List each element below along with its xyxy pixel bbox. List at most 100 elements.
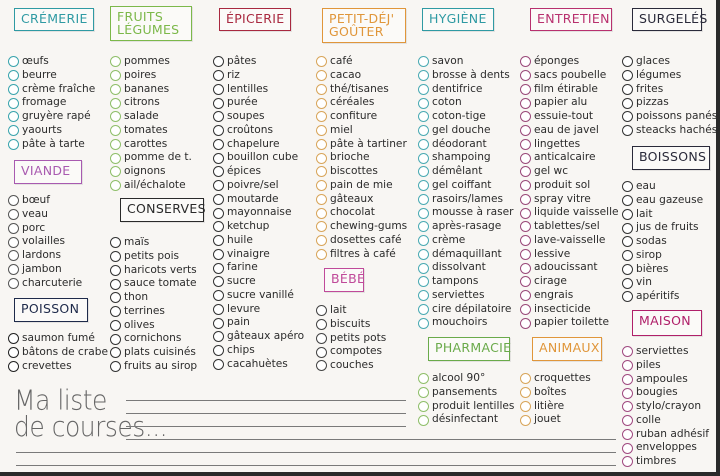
- list-item[interactable]: gruyère rapé: [8, 110, 95, 124]
- checkbox-circle-icon[interactable]: [418, 221, 429, 233]
- checkbox-circle-icon[interactable]: [213, 180, 224, 192]
- list-item[interactable]: cacao: [316, 69, 407, 83]
- list-item[interactable]: porc: [8, 222, 82, 236]
- list-item[interactable]: purée: [213, 96, 304, 110]
- list-item[interactable]: couches: [316, 359, 386, 373]
- checkbox-circle-icon[interactable]: [622, 442, 633, 454]
- checkbox-circle-icon[interactable]: [622, 236, 633, 248]
- list-item[interactable]: haricots verts: [110, 264, 197, 278]
- list-item[interactable]: sucre vanillé: [213, 289, 304, 303]
- list-item[interactable]: pâtes: [213, 55, 304, 69]
- checkbox-circle-icon[interactable]: [520, 180, 531, 192]
- list-item[interactable]: crème: [418, 234, 514, 248]
- list-item[interactable]: oignons: [110, 165, 192, 179]
- list-item[interactable]: tablettes/sel: [520, 220, 619, 234]
- list-item[interactable]: tomates: [110, 124, 192, 138]
- checkbox-circle-icon[interactable]: [213, 207, 224, 219]
- checkbox-circle-icon[interactable]: [520, 248, 531, 260]
- list-item[interactable]: café: [316, 55, 407, 69]
- list-item[interactable]: bâtons de crabe: [8, 346, 108, 360]
- list-item[interactable]: salade: [110, 110, 192, 124]
- list-item[interactable]: jus de fruits: [622, 221, 703, 235]
- list-item[interactable]: piles: [622, 359, 709, 373]
- list-item[interactable]: eau de javel: [520, 124, 619, 138]
- list-item[interactable]: tampons: [418, 275, 514, 289]
- checkbox-circle-icon[interactable]: [316, 248, 327, 260]
- list-item[interactable]: crème fraîche: [8, 83, 95, 97]
- checkbox-circle-icon[interactable]: [622, 181, 633, 193]
- list-item[interactable]: filtres à café: [316, 248, 407, 262]
- checkbox-circle-icon[interactable]: [418, 248, 429, 260]
- list-item[interactable]: chocolat: [316, 206, 407, 220]
- checkbox-circle-icon[interactable]: [8, 97, 19, 109]
- checkbox-circle-icon[interactable]: [213, 358, 224, 370]
- writing-line[interactable]: [126, 426, 406, 427]
- checkbox-circle-icon[interactable]: [520, 221, 531, 233]
- list-item[interactable]: maïs: [110, 236, 197, 250]
- checkbox-circle-icon[interactable]: [622, 222, 633, 234]
- checkbox-circle-icon[interactable]: [8, 236, 19, 248]
- list-item[interactable]: déodorant: [418, 138, 514, 152]
- list-item[interactable]: biscuits: [316, 318, 386, 332]
- checkbox-circle-icon[interactable]: [316, 83, 327, 95]
- checkbox-circle-icon[interactable]: [622, 125, 633, 137]
- checkbox-circle-icon[interactable]: [622, 263, 633, 275]
- list-item[interactable]: olives: [110, 319, 197, 333]
- list-item[interactable]: chewing-gums: [316, 220, 407, 234]
- list-item[interactable]: pizzas: [622, 96, 717, 110]
- checkbox-circle-icon[interactable]: [316, 332, 327, 344]
- list-item[interactable]: pain de mie: [316, 179, 407, 193]
- checkbox-circle-icon[interactable]: [622, 97, 633, 109]
- list-item[interactable]: démêlant: [418, 165, 514, 179]
- list-item[interactable]: lentilles: [213, 83, 304, 97]
- checkbox-circle-icon[interactable]: [418, 180, 429, 192]
- checkbox-circle-icon[interactable]: [520, 207, 531, 219]
- checkbox-circle-icon[interactable]: [418, 303, 429, 315]
- checkbox-circle-icon[interactable]: [110, 97, 121, 109]
- checkbox-circle-icon[interactable]: [110, 306, 121, 318]
- checkbox-circle-icon[interactable]: [110, 333, 121, 345]
- list-item[interactable]: miel: [316, 124, 407, 138]
- list-item[interactable]: serviettes: [622, 345, 709, 359]
- checkbox-circle-icon[interactable]: [418, 317, 429, 329]
- list-item[interactable]: beurre: [8, 69, 95, 83]
- list-item[interactable]: spray vitre: [520, 193, 619, 207]
- list-item[interactable]: produit sol: [520, 179, 619, 193]
- list-item[interactable]: farine: [213, 261, 304, 275]
- checkbox-circle-icon[interactable]: [110, 138, 121, 150]
- checkbox-circle-icon[interactable]: [316, 125, 327, 137]
- checkbox-circle-icon[interactable]: [316, 70, 327, 82]
- list-item[interactable]: alcool 90°: [418, 372, 514, 386]
- checkbox-circle-icon[interactable]: [110, 125, 121, 137]
- list-item[interactable]: eau gazeuse: [622, 194, 703, 208]
- checkbox-circle-icon[interactable]: [418, 83, 429, 95]
- checkbox-circle-icon[interactable]: [316, 235, 327, 247]
- checkbox-circle-icon[interactable]: [418, 276, 429, 288]
- list-item[interactable]: gâteaux: [316, 193, 407, 207]
- checkbox-circle-icon[interactable]: [8, 264, 19, 276]
- checkbox-circle-icon[interactable]: [316, 56, 327, 68]
- checkbox-circle-icon[interactable]: [520, 387, 531, 399]
- list-item[interactable]: épices: [213, 165, 304, 179]
- list-item[interactable]: lait: [622, 208, 703, 222]
- checkbox-circle-icon[interactable]: [520, 317, 531, 329]
- checkbox-circle-icon[interactable]: [8, 209, 19, 221]
- checkbox-circle-icon[interactable]: [316, 180, 327, 192]
- checkbox-circle-icon[interactable]: [418, 70, 429, 82]
- checkbox-circle-icon[interactable]: [418, 414, 429, 426]
- checkbox-circle-icon[interactable]: [110, 264, 121, 276]
- checkbox-circle-icon[interactable]: [110, 70, 121, 82]
- list-item[interactable]: brioche: [316, 151, 407, 165]
- list-item[interactable]: pâte à tartiner: [316, 138, 407, 152]
- list-item[interactable]: soupes: [213, 110, 304, 124]
- list-item[interactable]: mouchoirs: [418, 316, 514, 330]
- list-item[interactable]: pain: [213, 316, 304, 330]
- checkbox-circle-icon[interactable]: [520, 400, 531, 412]
- checkbox-circle-icon[interactable]: [8, 83, 19, 95]
- list-item[interactable]: sirop: [622, 249, 703, 263]
- checkbox-circle-icon[interactable]: [520, 262, 531, 274]
- checkbox-circle-icon[interactable]: [213, 97, 224, 109]
- list-item[interactable]: engrais: [520, 289, 619, 303]
- list-item[interactable]: confiture: [316, 110, 407, 124]
- writing-line[interactable]: [16, 465, 616, 466]
